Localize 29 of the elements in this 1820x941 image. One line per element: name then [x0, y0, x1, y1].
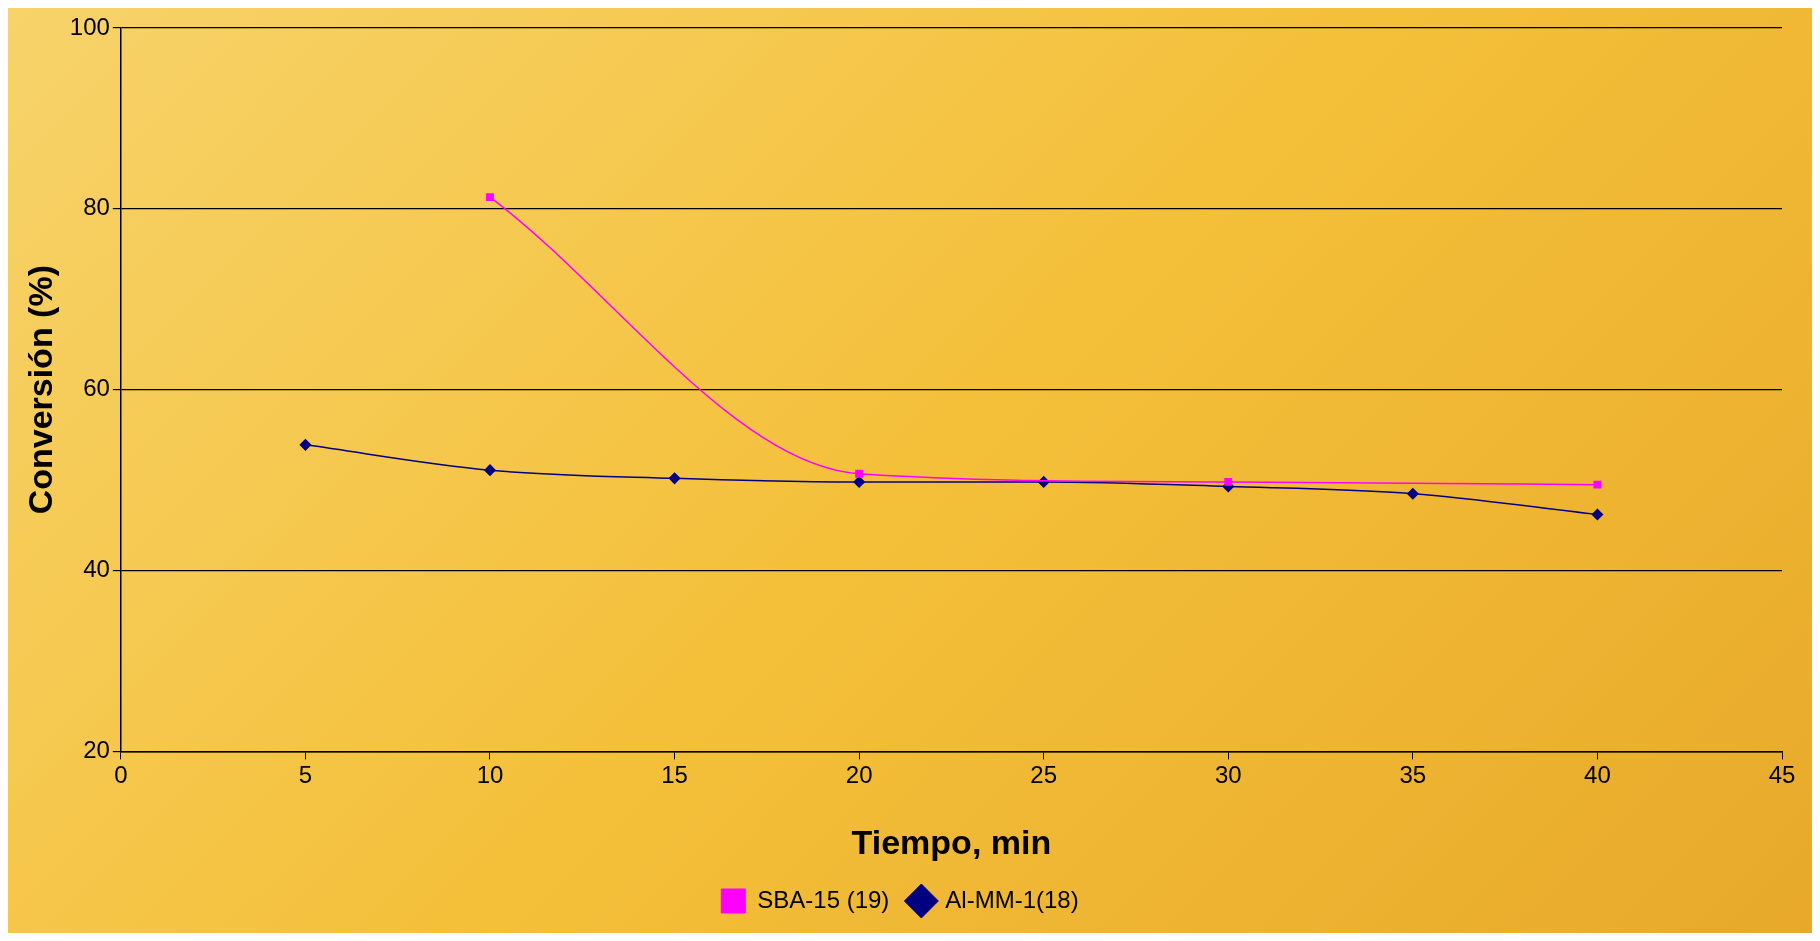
x-tick-label: 40	[1584, 761, 1611, 789]
point	[668, 472, 681, 485]
y-tick-label: 60	[83, 374, 110, 402]
x-tick-label: 10	[476, 761, 504, 789]
x-tick-label: 20	[845, 761, 873, 789]
x-tick-label: 5	[298, 761, 313, 789]
legend-label: SBA-15 (19)	[757, 885, 890, 913]
point	[1593, 480, 1602, 489]
y-axis-title: Conversión (%)	[20, 265, 59, 515]
x-axis-title: Tiempo, min	[851, 822, 1052, 861]
x-tick-label: 0	[114, 761, 128, 789]
point	[299, 439, 312, 451]
x-tick-label: 45	[1768, 761, 1796, 789]
y-tick-label: 40	[83, 555, 110, 583]
point	[855, 469, 864, 478]
point	[1224, 478, 1233, 486]
point	[484, 464, 496, 476]
x-tick-label: 35	[1399, 761, 1427, 789]
y-tick-label: 20	[83, 736, 110, 764]
x-tick-label: 25	[1030, 761, 1058, 789]
y-tick-label: 100	[69, 12, 110, 40]
x-tick-label: 30	[1214, 761, 1242, 789]
y-tick-label: 80	[83, 193, 110, 221]
legend-label: Al-MM-1(18)	[945, 885, 1079, 913]
x-tick-label: 15	[661, 761, 688, 789]
point	[853, 476, 865, 488]
point	[1407, 487, 1419, 500]
point	[1591, 508, 1604, 521]
point	[486, 193, 494, 202]
